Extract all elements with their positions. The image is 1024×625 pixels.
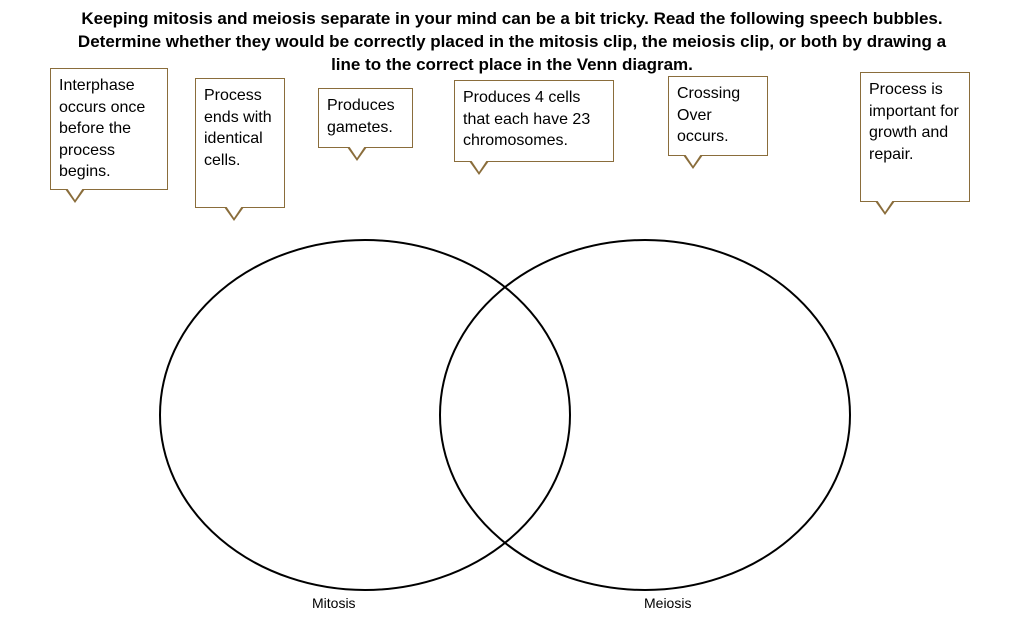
bubble-text: Crossing Over occurs. — [677, 85, 740, 145]
instruction-line-2: Determine whether they would be correctl… — [78, 32, 946, 51]
speech-bubble-identical-cells[interactable]: Process ends with identical cells. — [195, 78, 285, 208]
bubble-text: Process ends with identical cells. — [204, 87, 272, 169]
venn-label-meiosis: Meiosis — [644, 595, 691, 611]
speech-bubble-growth-repair[interactable]: Process is important for growth and repa… — [860, 72, 970, 202]
venn-circle-meiosis[interactable] — [440, 240, 850, 590]
venn-circle-mitosis[interactable] — [160, 240, 570, 590]
venn-svg — [0, 230, 1024, 620]
instruction-line-1: Keeping mitosis and meiosis separate in … — [81, 9, 942, 28]
venn-label-mitosis: Mitosis — [312, 595, 356, 611]
bubble-text: Interphase occurs once before the proces… — [59, 77, 145, 180]
venn-diagram: Mitosis Meiosis — [0, 230, 1024, 620]
speech-bubble-crossing-over[interactable]: Crossing Over occurs. — [668, 76, 768, 156]
bubble-text: Produces gametes. — [327, 97, 395, 136]
speech-bubble-four-cells[interactable]: Produces 4 cells that each have 23 chrom… — [454, 80, 614, 162]
bubble-text: Process is important for growth and repa… — [869, 81, 959, 163]
bubble-text: Produces 4 cells that each have 23 chrom… — [463, 89, 590, 149]
speech-bubble-interphase[interactable]: Interphase occurs once before the proces… — [50, 68, 168, 190]
speech-bubble-produces-gametes[interactable]: Produces gametes. — [318, 88, 413, 148]
